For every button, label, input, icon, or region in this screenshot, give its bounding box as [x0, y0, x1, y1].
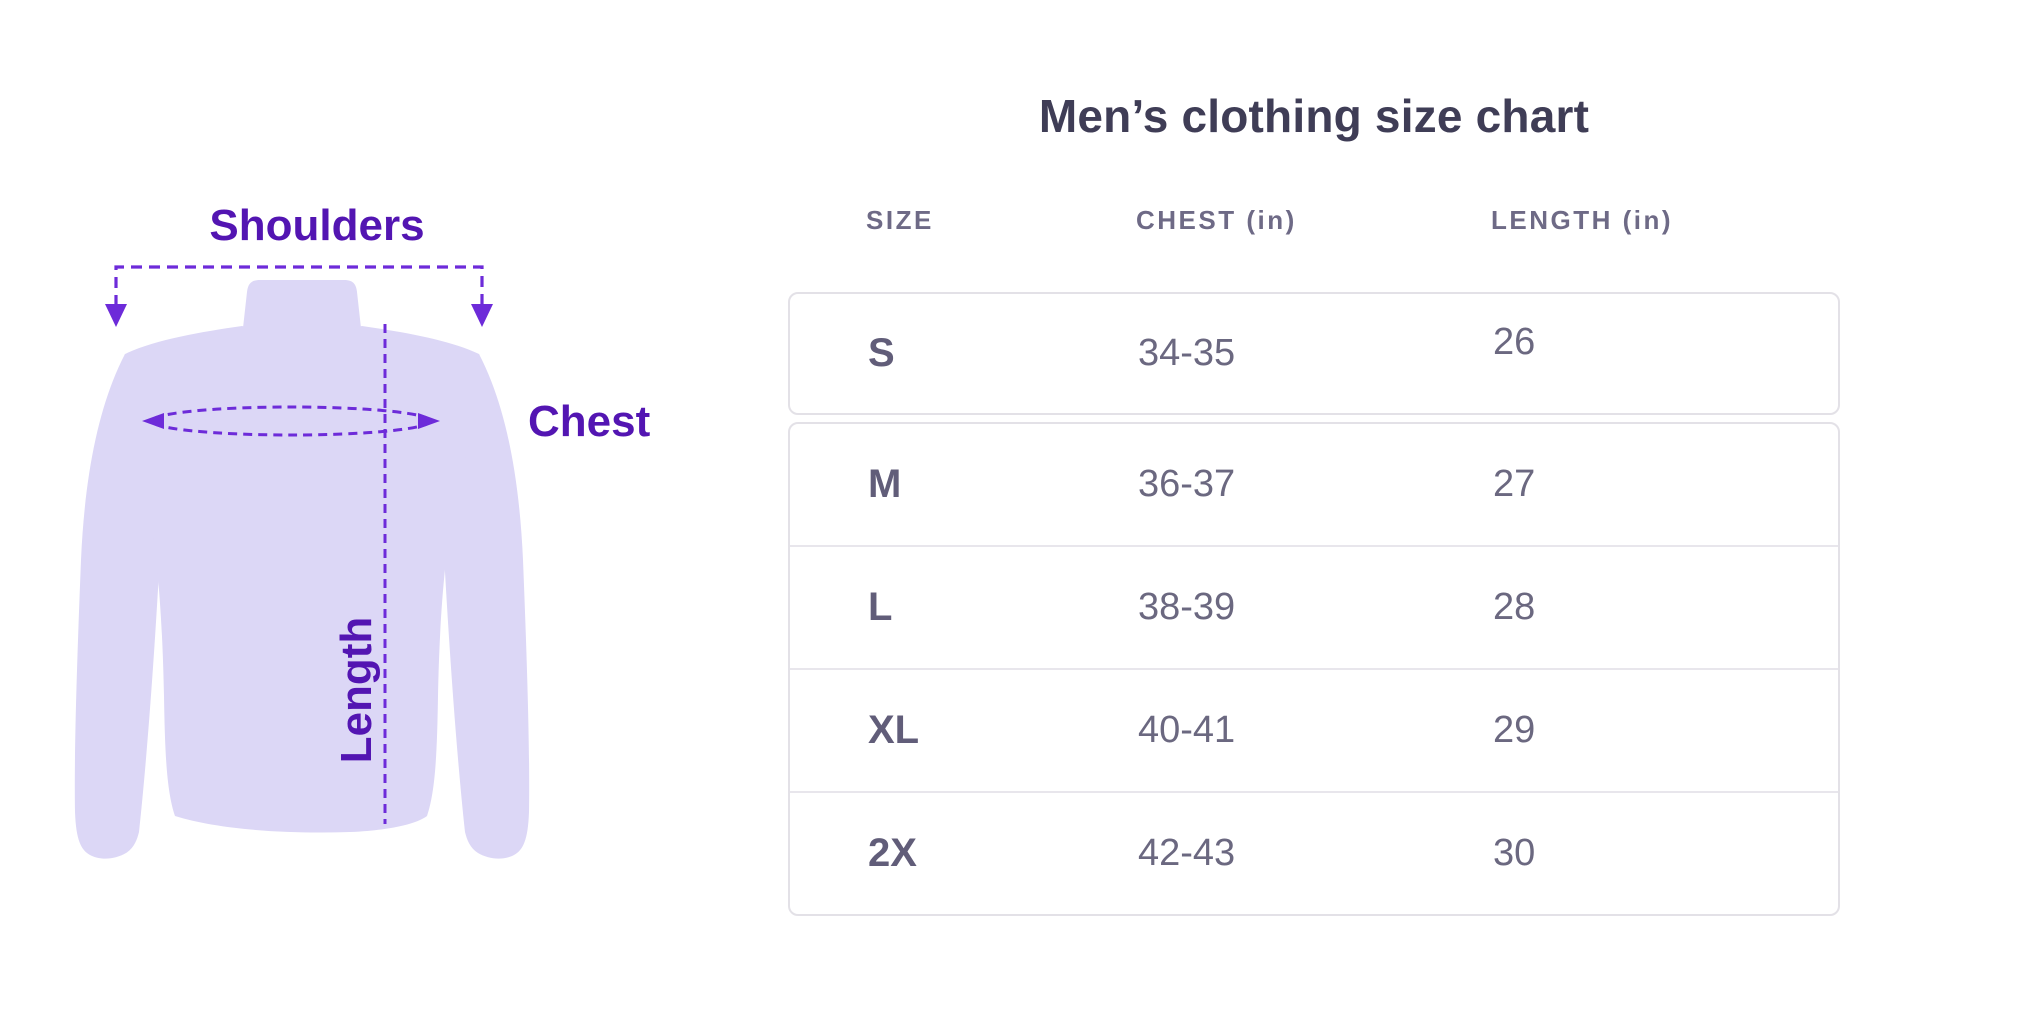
table-row: S 34-35 26	[790, 294, 1838, 413]
cell-length: 29	[1493, 709, 1536, 752]
col-header-length: LENGTH (in)	[1491, 204, 1674, 235]
shoulders-arrow-left-icon	[105, 304, 127, 327]
shoulders-arrow-right-icon	[471, 304, 493, 327]
cell-length: 26	[1493, 321, 1536, 364]
table-row: 2X 42-43 30	[790, 790, 1838, 914]
col-header-size: SIZE	[866, 204, 934, 235]
cell-size: L	[868, 585, 893, 630]
cell-chest: 38-39	[1138, 586, 1236, 629]
chest-arrow-left-icon	[142, 413, 164, 429]
cell-chest: 42-43	[1138, 832, 1236, 875]
cell-length: 30	[1493, 832, 1536, 875]
table-row: M 36-37 27	[790, 424, 1838, 545]
cell-chest: 40-41	[1138, 709, 1236, 752]
table-card-rest: M 36-37 27 L 38-39 28 XL 40-41 29 2X 42-43 30	[788, 421, 1840, 916]
cell-length: 27	[1493, 463, 1536, 506]
page-title: Men’s clothing size chart	[1038, 90, 1590, 142]
table-header-row: SIZE CHEST (in) LENGTH (in)	[788, 205, 1840, 236]
chest-arrow-right-icon	[418, 413, 440, 429]
shirt-body	[121, 326, 483, 833]
cell-chest: 36-37	[1138, 463, 1236, 506]
cell-length: 28	[1493, 586, 1536, 629]
cell-chest: 34-35	[1138, 332, 1236, 375]
shoulders-label: Shoulders	[209, 201, 424, 250]
table-card-first: S 34-35 26	[788, 291, 1840, 415]
cell-size: M	[868, 462, 902, 507]
shirt-collar	[243, 280, 361, 335]
table-row: XL 40-41 29	[790, 667, 1838, 791]
shoulders-measure-line	[114, 265, 484, 306]
size-chart-panel: Men’s clothing size chart SIZE CHEST (in…	[788, 60, 1840, 916]
cell-size: S	[868, 331, 895, 376]
chest-label: Chest	[528, 397, 651, 446]
cell-size: 2X	[868, 831, 917, 876]
length-label: Length	[332, 617, 381, 764]
col-header-chest: CHEST (in)	[1136, 204, 1297, 235]
table-row: L 38-39 28	[790, 544, 1838, 668]
cell-size: XL	[868, 708, 920, 753]
shirt-measurement-diagram: Shoulders Chest Length	[74, 201, 651, 859]
